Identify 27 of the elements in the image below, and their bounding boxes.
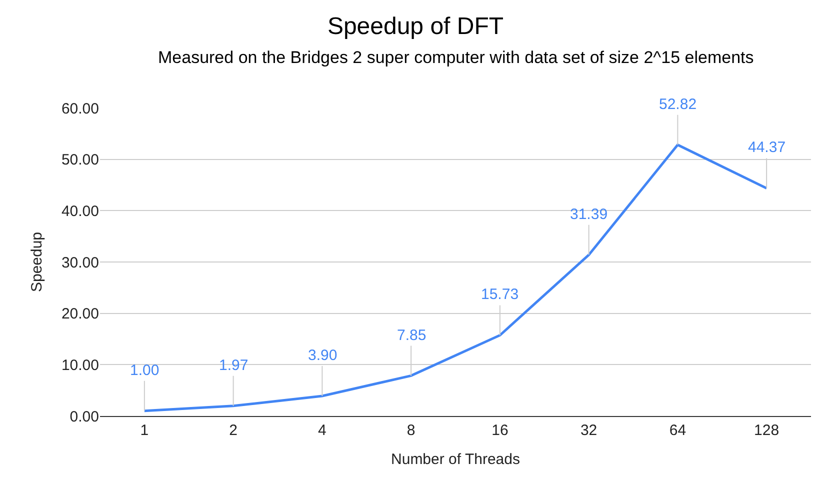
x-tick-label: 1: [140, 422, 149, 439]
chart-title: Speedup of DFT: [327, 13, 504, 40]
x-tick-label: 128: [754, 422, 780, 439]
y-tick-label: 50.00: [61, 152, 99, 169]
x-axis-title: Number of Threads: [391, 451, 520, 468]
y-axis-title: Speedup: [28, 232, 46, 292]
y-tick-label: 40.00: [61, 202, 99, 220]
text: 1.97: [219, 357, 248, 374]
chart-subtitle: Measured on the Bridges 2 super computer with data set of size 2^15 elements: [158, 48, 754, 67]
text: 44.37: [748, 139, 786, 156]
text: 31.39: [570, 206, 608, 223]
x-tick-label: 16: [492, 422, 508, 439]
y-tick-label: 0.00: [70, 408, 99, 426]
text: 52.82: [659, 96, 697, 113]
y-tick-label: 10.00: [61, 356, 99, 374]
text: 1.00: [130, 362, 160, 379]
x-tick-label: 4: [318, 422, 326, 439]
x-tick-label: 8: [406, 422, 416, 439]
y-tick-label: 30.00: [61, 254, 99, 272]
y-tick-label: 60.00: [61, 100, 99, 118]
text: 3.90: [308, 347, 338, 364]
x-tick-label: 2: [229, 422, 238, 439]
x-tick-label: 32: [580, 422, 598, 439]
text: 15.73: [481, 286, 519, 303]
y-tick-label: 20.00: [61, 306, 99, 323]
x-tick-label: 64: [669, 422, 686, 439]
text: 7.85: [397, 327, 426, 344]
